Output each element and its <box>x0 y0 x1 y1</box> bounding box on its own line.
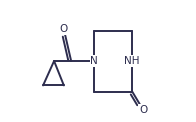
Text: O: O <box>60 24 68 34</box>
Text: O: O <box>139 105 147 115</box>
Text: N: N <box>91 56 98 66</box>
Text: NH: NH <box>124 56 140 66</box>
